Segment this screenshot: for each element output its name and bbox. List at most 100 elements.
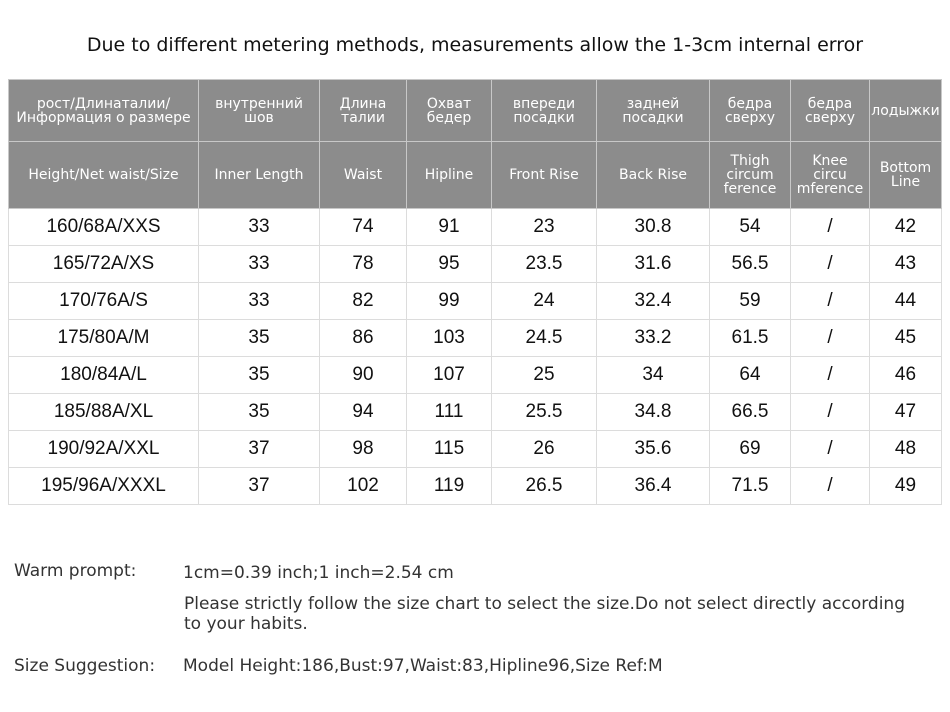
table-cell: 48: [869, 430, 942, 468]
table-cell: 37: [198, 430, 320, 468]
table-cell: 25: [491, 356, 597, 394]
table-cell: 45: [869, 319, 942, 357]
header-cell: внутренний шов: [198, 79, 320, 142]
table-body: 160/68A/XXS 33 74 91 23 30.8 54/42 165/72A/XS 33…: [8, 208, 942, 505]
table-cell: 37: [198, 467, 320, 505]
header-cell: Длина талии: [319, 79, 407, 142]
table-cell: 160/68A/XXS: [8, 208, 199, 246]
table-cell: 33: [198, 245, 320, 283]
table-cell: 30.8: [596, 208, 710, 246]
header-cell: Bottom Line: [869, 141, 942, 209]
table-cell: 78: [319, 245, 407, 283]
table-cell: 170/76A/S: [8, 282, 199, 320]
header-cell: Front Rise: [491, 141, 597, 209]
table-cell: 47: [869, 393, 942, 431]
table-row: 185/88A/XL 35 94 111 25.5 34.8 66.5/47: [8, 393, 942, 431]
advice: Please strictly follow the size chart to…: [184, 594, 905, 634]
table-cell: 56.5: [709, 245, 791, 283]
header-cell: бедра сверху: [709, 79, 791, 142]
table-cell: 71.5: [709, 467, 791, 505]
table-cell: 35: [198, 356, 320, 394]
table-cell: 180/84A/L: [8, 356, 199, 394]
table-cell: 23.5: [491, 245, 597, 283]
header-cell: Knee circu mference: [790, 141, 870, 209]
table-cell: 33: [198, 208, 320, 246]
suggestion: Model Height:186,Bust:97,Waist:83,Hiplin…: [183, 656, 663, 676]
table-cell: 111: [406, 393, 492, 431]
header-cell: Hipline: [406, 141, 492, 209]
header-cell: впереди посадки: [491, 79, 597, 142]
table-row: 190/92A/XXL 37 98 115 26 35.6 69/48: [8, 430, 942, 468]
header-row: Height/Net waist/Size Inner Length Waist Hi…: [8, 141, 942, 209]
table-cell: 43: [869, 245, 942, 283]
table-cell: 42: [869, 208, 942, 246]
table-row: 180/84A/L 35 90 107 25 34 64/46: [8, 356, 942, 394]
table-cell: 33.2: [596, 319, 710, 357]
table-cell: 99: [406, 282, 492, 320]
table-cell: 34.8: [596, 393, 710, 431]
table-cell: 24.5: [491, 319, 597, 357]
table-cell: /: [790, 430, 870, 468]
table-cell: 175/80A/M: [8, 319, 199, 357]
table-cell: 69: [709, 430, 791, 468]
table-cell: /: [790, 245, 870, 283]
table-cell: 25.5: [491, 393, 597, 431]
table-cell: 95: [406, 245, 492, 283]
table-cell: /: [790, 356, 870, 394]
table-cell: /: [790, 467, 870, 505]
table-cell: 24: [491, 282, 597, 320]
header-cell: Back Rise: [596, 141, 710, 209]
table-cell: /: [790, 393, 870, 431]
header-cell: Waist: [319, 141, 407, 209]
table-cell: 32.4: [596, 282, 710, 320]
size-table: рост/Длинаталии/ Информация о размере вну…: [8, 79, 942, 505]
table-cell: 61.5: [709, 319, 791, 357]
table-cell: 94: [319, 393, 407, 431]
table-cell: 91: [406, 208, 492, 246]
header-cell: задней посадки: [596, 79, 710, 142]
table-cell: 103: [406, 319, 492, 357]
table-cell: /: [790, 208, 870, 246]
table-cell: 36.4: [596, 467, 710, 505]
table-cell: 98: [319, 430, 407, 468]
table-row: 175/80A/M 35 86 103 24.5 33.2 61.5/45: [8, 319, 942, 357]
table-cell: 34: [596, 356, 710, 394]
table-cell: 90: [319, 356, 407, 394]
header-cell: лодыжки: [869, 79, 942, 142]
table-cell: 49: [869, 467, 942, 505]
suggestion-label: Size Suggestion:: [14, 656, 156, 676]
table-cell: 46: [869, 356, 942, 394]
table-cell: 54: [709, 208, 791, 246]
table-cell: 23: [491, 208, 597, 246]
header-cell: рост/Длинаталии/ Информация о размере: [8, 79, 199, 142]
table-cell: 26.5: [491, 467, 597, 505]
table-cell: 195/96A/XXXL: [8, 467, 199, 505]
table-row: 165/72A/XS 33 78 95 23.5 31.6 56.5/43: [8, 245, 942, 283]
table-cell: 44: [869, 282, 942, 320]
table-cell: 165/72A/XS: [8, 245, 199, 283]
table-cell: 102: [319, 467, 407, 505]
table-row: 160/68A/XXS 33 74 91 23 30.8 54/42: [8, 208, 942, 246]
warm-label: Warm prompt:: [14, 561, 137, 581]
table-cell: 74: [319, 208, 407, 246]
table-cell: 35: [198, 393, 320, 431]
table-cell: /: [790, 319, 870, 357]
table-cell: 86: [319, 319, 407, 357]
header-cell: Height/Net waist/Size: [8, 141, 199, 209]
header-cell: Inner Length: [198, 141, 320, 209]
table-cell: 185/88A/XL: [8, 393, 199, 431]
conversion: 1cm=0.39 inch;1 inch=2.54 cm: [183, 563, 454, 583]
table-cell: 82: [319, 282, 407, 320]
table-cell: 31.6: [596, 245, 710, 283]
table-cell: 26: [491, 430, 597, 468]
table-cell: 66.5: [709, 393, 791, 431]
table-cell: 33: [198, 282, 320, 320]
header-cell: Thigh circum ference: [709, 141, 791, 209]
table-cell: 64: [709, 356, 791, 394]
table-cell: 107: [406, 356, 492, 394]
table-cell: 190/92A/XXL: [8, 430, 199, 468]
table-cell: 115: [406, 430, 492, 468]
table-cell: 35.6: [596, 430, 710, 468]
